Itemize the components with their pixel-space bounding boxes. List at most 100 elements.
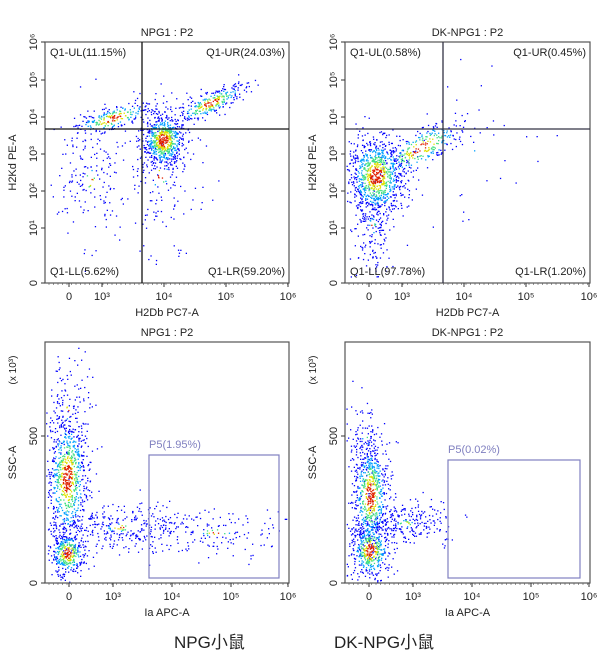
event-dot xyxy=(373,169,375,171)
event-dot xyxy=(432,150,434,152)
event-dot xyxy=(120,198,122,201)
event-dot xyxy=(370,177,372,180)
event-dot xyxy=(47,435,49,437)
event-dot xyxy=(364,168,366,170)
event-dot xyxy=(123,511,126,513)
event-dot xyxy=(217,525,220,527)
event-dot xyxy=(103,181,105,184)
event-dot xyxy=(362,188,364,190)
event-dot xyxy=(155,121,157,123)
event-dot xyxy=(60,461,63,463)
event-dot xyxy=(386,184,388,186)
event-dot xyxy=(144,151,146,153)
event-dot xyxy=(147,140,150,142)
event-dot xyxy=(156,136,159,139)
event-dot xyxy=(372,208,374,210)
event-dot xyxy=(370,187,372,189)
event-dot xyxy=(379,141,382,143)
event-dot xyxy=(204,119,206,122)
event-dot xyxy=(466,113,469,115)
event-dot xyxy=(90,115,92,118)
event-dot xyxy=(70,544,72,546)
event-dot xyxy=(374,178,376,180)
event-dot xyxy=(56,415,58,417)
event-dot xyxy=(167,152,169,155)
event-dot xyxy=(182,523,184,525)
event-dot xyxy=(400,173,402,175)
event-dot xyxy=(77,507,79,509)
event-dot xyxy=(377,220,379,223)
event-dot xyxy=(386,249,388,251)
event-dot xyxy=(161,113,164,115)
event-dot xyxy=(142,163,144,166)
event-dot xyxy=(144,147,146,149)
event-dot xyxy=(113,540,116,542)
event-dot xyxy=(74,451,77,453)
event-dot xyxy=(67,442,69,445)
event-dot xyxy=(68,430,70,432)
event-dot xyxy=(115,521,118,524)
event-dot xyxy=(196,109,198,111)
event-dot xyxy=(363,187,366,189)
event-dot xyxy=(360,150,363,152)
event-dot xyxy=(165,524,167,527)
event-dot xyxy=(159,146,161,149)
event-dot xyxy=(346,169,349,171)
event-dot xyxy=(462,220,464,222)
event-dot xyxy=(79,185,82,187)
event-dot xyxy=(103,202,105,204)
event-dot xyxy=(166,141,168,143)
event-dot xyxy=(122,159,125,161)
event-dot xyxy=(486,127,488,129)
event-dot xyxy=(154,162,157,164)
event-dot xyxy=(152,110,154,112)
event-dot xyxy=(226,98,228,100)
event-dot xyxy=(408,197,410,199)
event-dot xyxy=(173,197,175,199)
event-dot xyxy=(77,549,79,551)
event-dot xyxy=(67,547,69,549)
event-dot xyxy=(55,522,57,524)
event-dot xyxy=(56,466,59,468)
event-dot xyxy=(385,156,387,158)
event-dot xyxy=(372,256,374,258)
event-dot xyxy=(72,549,74,551)
event-dot xyxy=(72,554,74,556)
event-dot xyxy=(51,472,53,474)
event-dot xyxy=(73,455,75,457)
event-dot xyxy=(64,494,66,496)
event-dot xyxy=(96,511,98,514)
event-dot xyxy=(384,191,386,194)
event-dot xyxy=(374,199,376,202)
event-dot xyxy=(77,500,80,502)
event-dot xyxy=(66,394,69,396)
event-dot xyxy=(231,87,233,89)
event-dot xyxy=(362,217,364,219)
event-dot xyxy=(63,479,65,481)
event-dot xyxy=(199,110,201,112)
event-dot xyxy=(157,130,159,133)
event-dot xyxy=(156,158,158,160)
event-dot xyxy=(221,90,223,92)
event-dot xyxy=(55,456,57,458)
event-dot xyxy=(364,116,366,118)
event-dot xyxy=(183,164,186,166)
event-dot xyxy=(134,99,137,102)
event-dot xyxy=(151,156,153,158)
event-dot xyxy=(392,156,394,158)
event-dot xyxy=(350,142,352,145)
event-dot xyxy=(389,174,391,177)
event-dot xyxy=(387,192,389,195)
event-dot xyxy=(463,211,465,213)
event-dot xyxy=(58,449,60,451)
event-dot xyxy=(365,189,367,191)
event-dot xyxy=(75,538,78,540)
event-dot xyxy=(390,159,392,161)
event-dot xyxy=(50,431,52,433)
event-dot xyxy=(391,514,393,516)
event-dot xyxy=(182,113,184,115)
event-dot xyxy=(378,195,381,197)
event-dot xyxy=(157,186,159,188)
event-dot xyxy=(75,526,77,528)
event-dot xyxy=(209,99,211,101)
